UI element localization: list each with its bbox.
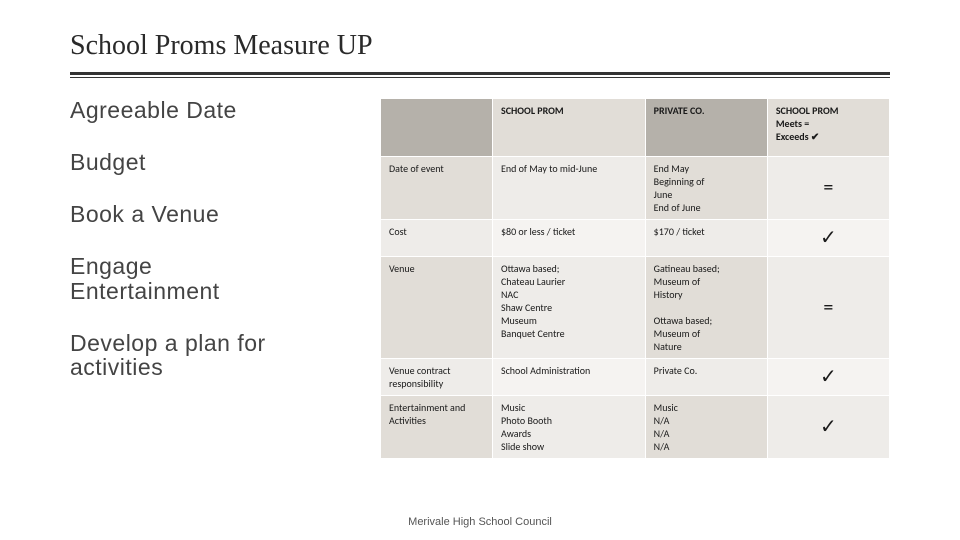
row-private: Music N/A N/A N/A bbox=[645, 396, 767, 459]
left-item: Budget bbox=[70, 150, 350, 174]
left-item: Agreeable Date bbox=[70, 98, 350, 122]
body-row: Agreeable Date Budget Book a Venue Engag… bbox=[70, 98, 890, 459]
table-row: Entertainment and Activities Music Photo… bbox=[381, 396, 890, 459]
row-private: $170 / ticket bbox=[645, 220, 767, 257]
row-result: = bbox=[767, 257, 889, 359]
header-result: SCHOOL PROM Meets = Exceeds ✔ bbox=[767, 99, 889, 157]
header-school-prom: SCHOOL PROM bbox=[492, 99, 645, 157]
row-result: ✓ bbox=[767, 359, 889, 396]
row-label: Venue contract responsibility bbox=[381, 359, 493, 396]
row-private: Gatineau based; Museum of History Ottawa… bbox=[645, 257, 767, 359]
row-label: Venue bbox=[381, 257, 493, 359]
row-school: $80 or less / ticket bbox=[492, 220, 645, 257]
table-row: Venue contract responsibility School Adm… bbox=[381, 359, 890, 396]
right-column: SCHOOL PROM PRIVATE CO. SCHOOL PROM Meet… bbox=[380, 98, 890, 459]
slide-title: School Proms Measure UP bbox=[70, 30, 890, 62]
comparison-table: SCHOOL PROM PRIVATE CO. SCHOOL PROM Meet… bbox=[380, 98, 890, 459]
left-item: Engage Entertainment bbox=[70, 254, 350, 302]
row-label: Cost bbox=[381, 220, 493, 257]
table-row: Date of event End of May to mid-June End… bbox=[381, 157, 890, 220]
header-blank bbox=[381, 99, 493, 157]
table-row: Venue Ottawa based; Chateau Laurier NAC … bbox=[381, 257, 890, 359]
left-column: Agreeable Date Budget Book a Venue Engag… bbox=[70, 98, 350, 459]
title-rule bbox=[70, 72, 890, 78]
row-private: Private Co. bbox=[645, 359, 767, 396]
row-school: School Administration bbox=[492, 359, 645, 396]
row-result: ✓ bbox=[767, 396, 889, 459]
row-result: = bbox=[767, 157, 889, 220]
footer-text: Merivale High School Council bbox=[0, 516, 960, 528]
left-item: Develop a plan for activities bbox=[70, 331, 350, 379]
left-item: Book a Venue bbox=[70, 202, 350, 226]
table-row: Cost $80 or less / ticket $170 / ticket … bbox=[381, 220, 890, 257]
row-label: Date of event bbox=[381, 157, 493, 220]
row-private: End May Beginning of June End of June bbox=[645, 157, 767, 220]
slide: School Proms Measure UP Agreeable Date B… bbox=[0, 0, 960, 540]
row-label: Entertainment and Activities bbox=[381, 396, 493, 459]
table-header-row: SCHOOL PROM PRIVATE CO. SCHOOL PROM Meet… bbox=[381, 99, 890, 157]
row-result: ✓ bbox=[767, 220, 889, 257]
row-school: Ottawa based; Chateau Laurier NAC Shaw C… bbox=[492, 257, 645, 359]
row-school: Music Photo Booth Awards Slide show bbox=[492, 396, 645, 459]
row-school: End of May to mid-June bbox=[492, 157, 645, 220]
header-private-co: PRIVATE CO. bbox=[645, 99, 767, 157]
